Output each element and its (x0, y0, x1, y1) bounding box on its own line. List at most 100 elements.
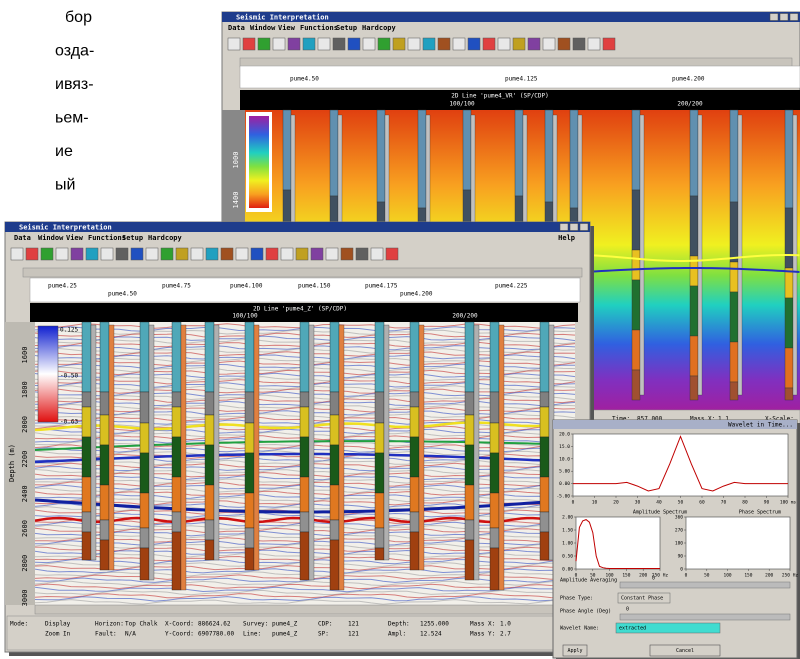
toolbar-icon[interactable] (482, 37, 496, 51)
well-track (90, 324, 97, 561)
toolbar-icon[interactable] (287, 37, 301, 51)
toolbar-icon[interactable] (85, 247, 99, 261)
toolbar-icon[interactable] (205, 247, 219, 261)
toolbar-icon[interactable] (280, 247, 294, 261)
toolbar-icon[interactable] (512, 37, 526, 51)
menu-item[interactable]: View (278, 24, 296, 32)
toolbar-icon[interactable] (302, 37, 316, 51)
toolbar-icon[interactable] (40, 247, 54, 261)
x-tick-label: 250 Hz (652, 573, 669, 579)
toolbar-icon[interactable] (437, 37, 451, 51)
toolbar-icon[interactable] (175, 247, 189, 261)
toolbar-icon[interactable] (25, 247, 39, 261)
well-track (171, 406, 182, 438)
toolbar-icon[interactable] (295, 247, 309, 261)
window-button[interactable] (779, 13, 789, 21)
menu-item[interactable]: Functions (300, 24, 338, 32)
toolbar-icon[interactable] (422, 37, 436, 51)
option-button[interactable] (617, 592, 671, 604)
button[interactable] (562, 644, 588, 657)
well-track (689, 195, 699, 257)
toolbar-icon[interactable] (332, 37, 346, 51)
toolbar-icon[interactable] (355, 247, 369, 261)
toolbar-icon[interactable] (602, 37, 616, 51)
slider[interactable] (619, 613, 791, 621)
toolbar-icon[interactable] (257, 37, 271, 51)
toolbar-icon[interactable] (452, 37, 466, 51)
menu-item[interactable]: Data (228, 24, 245, 32)
control-value: 0 (652, 576, 655, 582)
toolbar-icon[interactable] (227, 37, 241, 51)
axis-tick: 3000 (21, 589, 29, 606)
menu-item[interactable]: Setup (122, 234, 143, 242)
toolbar-icon[interactable] (317, 37, 331, 51)
well-track (544, 109, 554, 203)
toolbar-icon[interactable] (587, 37, 601, 51)
scrollbar[interactable] (34, 604, 576, 615)
toolbar-icon[interactable] (70, 247, 84, 261)
menu-item[interactable]: View (66, 234, 84, 242)
toolbar-icon[interactable] (10, 247, 24, 261)
toolbar-icon[interactable] (145, 247, 159, 261)
menu-item[interactable]: Window (38, 234, 64, 242)
toolbar-icon[interactable] (115, 247, 129, 261)
toolbar-icon[interactable] (220, 247, 234, 261)
toolbar-icon[interactable] (362, 37, 376, 51)
toolbar-icon[interactable] (407, 37, 421, 51)
option-value: Constant Phase (621, 596, 663, 602)
well-track (81, 531, 92, 561)
window-button[interactable] (559, 223, 569, 231)
toolbar-icon[interactable] (235, 247, 249, 261)
toolbar-icon[interactable] (272, 37, 286, 51)
x-tick-label: 0 (685, 573, 688, 579)
menu-item[interactable]: Data (14, 234, 31, 242)
toolbar-icon[interactable] (467, 37, 481, 51)
plot-title: Phase Spectrum (739, 510, 781, 516)
toolbar-icon[interactable] (310, 247, 324, 261)
toolbar-icon[interactable] (377, 37, 391, 51)
well-track (99, 519, 110, 541)
toolbar-icon[interactable] (347, 37, 361, 51)
button[interactable] (649, 644, 721, 657)
window-button[interactable] (769, 13, 779, 21)
well-track (409, 406, 420, 438)
toolbar-icon[interactable] (370, 247, 384, 261)
cdp-label: 200/200 (452, 313, 478, 320)
toolbar-icon[interactable] (497, 37, 511, 51)
well-track (81, 391, 92, 408)
toolbar-icon[interactable] (572, 37, 586, 51)
well-label: pume4.75 (162, 283, 191, 290)
text-input[interactable] (615, 622, 721, 634)
toolbar-icon[interactable] (340, 247, 354, 261)
toolbar-icon[interactable] (392, 37, 406, 51)
toolbar-icon[interactable] (160, 247, 174, 261)
toolbar-icon[interactable] (100, 247, 114, 261)
toolbar-icon[interactable] (325, 247, 339, 261)
menu-item[interactable]: Setup (336, 24, 357, 32)
toolbar-icon[interactable] (385, 247, 399, 261)
slider[interactable] (619, 581, 791, 589)
window-button[interactable] (579, 223, 589, 231)
toolbar-icon[interactable] (242, 37, 256, 51)
toolbar-icon[interactable] (265, 247, 279, 261)
window-button[interactable] (789, 13, 799, 21)
menu-item[interactable]: Help (558, 234, 575, 242)
toolbar-icon[interactable] (250, 247, 264, 261)
menu-item[interactable]: Hardcopy (362, 24, 397, 32)
toolbar-icon[interactable] (542, 37, 556, 51)
well-track (213, 324, 220, 561)
toolbar-icon[interactable] (55, 247, 69, 261)
window-button[interactable] (569, 223, 579, 231)
horizon-line (584, 254, 800, 262)
axis-tick: 2600 (21, 520, 29, 537)
menu-item[interactable]: Window (250, 24, 276, 32)
toolbar-icon[interactable] (557, 37, 571, 51)
well-track (244, 492, 255, 529)
menu-item[interactable]: Hardcopy (148, 234, 183, 242)
toolbar-icon[interactable] (130, 247, 144, 261)
toolbar-icon[interactable] (527, 37, 541, 51)
well-track (631, 109, 641, 191)
toolbar-icon[interactable] (190, 247, 204, 261)
x-tick-label: 60 (699, 500, 705, 506)
menu-item[interactable]: Functions (88, 234, 126, 242)
